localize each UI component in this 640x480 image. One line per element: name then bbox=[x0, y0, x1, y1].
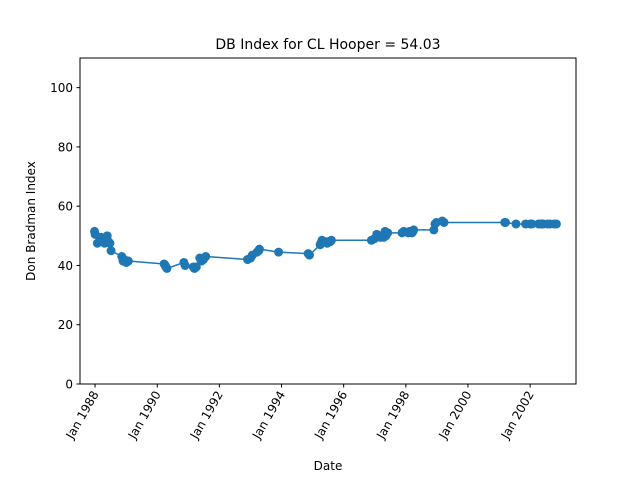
data-point bbox=[439, 217, 449, 227]
plot-frame bbox=[79, 57, 577, 385]
data-point bbox=[180, 260, 190, 270]
data-point bbox=[326, 235, 336, 245]
y-tick-label: 40 bbox=[58, 259, 73, 273]
y-axis: 0 20 40 60 80 100 bbox=[50, 81, 80, 392]
x-axis-label: Date bbox=[314, 459, 343, 473]
chart-title: DB Index for CL Hooper = 54.03 bbox=[215, 37, 440, 53]
data-point bbox=[201, 252, 211, 262]
data-point bbox=[511, 219, 521, 229]
data-point bbox=[254, 244, 264, 254]
y-tick-label: 0 bbox=[65, 378, 73, 392]
data-point bbox=[105, 238, 115, 248]
y-tick-label: 20 bbox=[58, 318, 73, 332]
data-point bbox=[383, 228, 393, 238]
data-point bbox=[106, 246, 116, 256]
data-point bbox=[274, 247, 284, 257]
data-point bbox=[191, 262, 201, 272]
y-tick-label: 80 bbox=[58, 140, 73, 154]
y-tick-label: 100 bbox=[50, 81, 73, 95]
data-point bbox=[123, 256, 133, 266]
data-point bbox=[527, 219, 537, 229]
data-point bbox=[162, 263, 172, 273]
y-tick-label: 60 bbox=[58, 200, 73, 214]
data-point bbox=[500, 217, 510, 227]
data-point bbox=[304, 250, 314, 260]
y-axis-label: Don Bradman Index bbox=[24, 161, 38, 281]
data-point bbox=[551, 219, 561, 229]
data-point bbox=[409, 225, 419, 235]
plot-layer bbox=[90, 216, 561, 273]
